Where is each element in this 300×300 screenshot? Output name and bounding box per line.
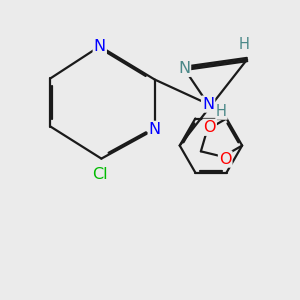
Text: N: N xyxy=(178,61,190,76)
Text: H: H xyxy=(238,37,250,52)
Text: O: O xyxy=(203,120,216,135)
Text: Cl: Cl xyxy=(92,167,108,182)
Text: O: O xyxy=(219,152,232,166)
Text: N: N xyxy=(149,122,161,137)
Text: H: H xyxy=(216,104,227,119)
Text: N: N xyxy=(202,97,214,112)
Text: N: N xyxy=(94,39,106,54)
